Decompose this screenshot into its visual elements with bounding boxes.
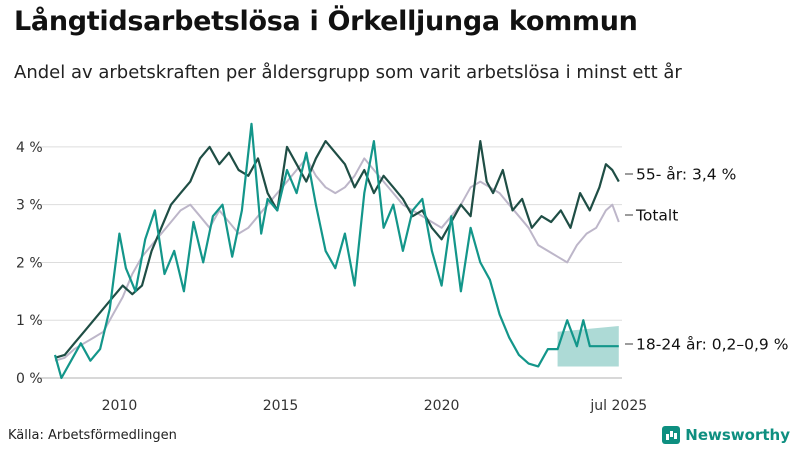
series-layer <box>53 122 620 380</box>
series-line-totalt <box>54 157 620 362</box>
series-line-18-24-r <box>53 122 619 380</box>
y-tick-label: 3 % <box>16 198 43 214</box>
y-tick-label: 4 % <box>16 140 43 156</box>
brand-logo: Newsworthy <box>662 426 790 444</box>
source-note: Källa: Arbetsförmedlingen <box>8 428 177 443</box>
bar-chart-icon <box>662 426 681 444</box>
y-tick-label: 2 % <box>16 255 43 271</box>
chart-subtitle: Andel av arbetskraften per åldersgrupp s… <box>14 62 682 83</box>
series-label: 55- år: 3,4 % <box>636 166 736 184</box>
y-tick-label: 0 % <box>16 371 43 387</box>
x-tick-label: jul 2025 <box>589 398 647 414</box>
x-axis: 2010 2015 2020 jul 2025 <box>102 398 648 414</box>
brand-name: Newsworthy <box>685 426 790 444</box>
series-label: 18-24 år: 0,2–0,9 % <box>636 336 788 354</box>
chart-title: Långtidsarbetslösa i Örkelljunga kommun <box>14 6 638 37</box>
x-tick-label: 2020 <box>424 398 460 414</box>
x-tick-label: 2015 <box>263 398 299 414</box>
y-axis: 0 % 1 % 2 % 3 % 4 % <box>16 140 43 387</box>
series-label: Totalt <box>635 207 678 225</box>
x-tick-label: 2010 <box>102 398 138 414</box>
y-tick-label: 1 % <box>16 313 43 329</box>
series-line-55-r <box>54 140 620 359</box>
series-labels: Totalt 55- år: 3,4 % 18-24 år: 0,2–0,9 % <box>625 166 788 354</box>
